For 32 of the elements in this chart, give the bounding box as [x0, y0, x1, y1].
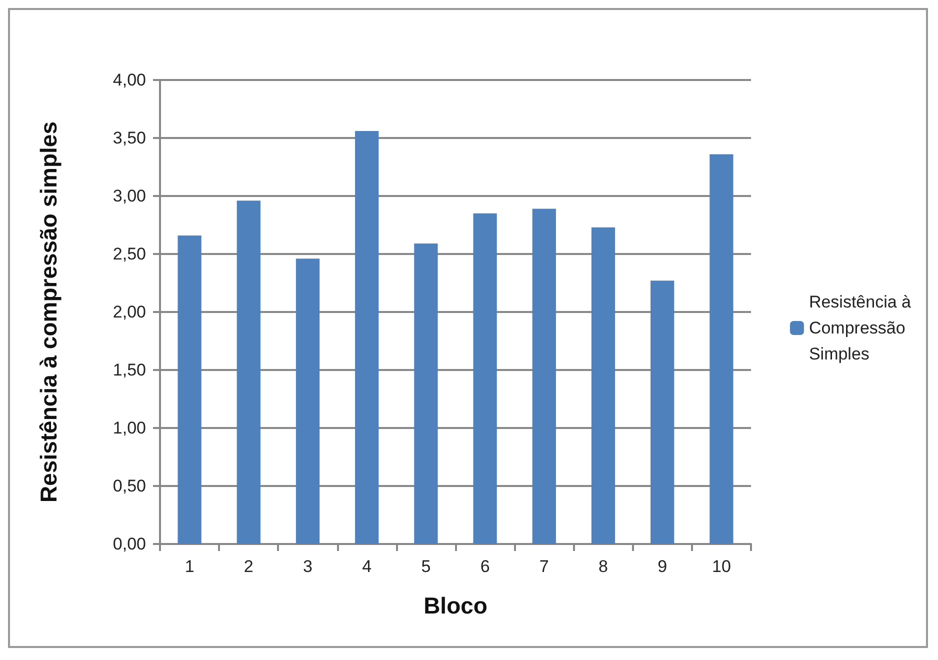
bar	[650, 280, 674, 544]
x-tick-label: 6	[480, 557, 490, 576]
y-tick-label: 0,50	[112, 476, 146, 496]
bar	[710, 154, 734, 544]
x-tick-label: 5	[421, 557, 431, 576]
legend-label: Resistência à Compressão Simples	[808, 292, 912, 364]
bar	[296, 258, 320, 544]
y-tick-label: 2,50	[112, 244, 146, 264]
x-tick-label: 7	[539, 557, 549, 576]
bar	[591, 227, 616, 544]
y-tick-label: 0,00	[112, 534, 146, 554]
bar	[355, 131, 379, 544]
y-tick-label: 3,50	[112, 128, 146, 148]
x-tick-label: 4	[362, 557, 372, 576]
y-tick-label: 1,00	[112, 418, 146, 438]
x-tick-label: 1	[184, 557, 194, 576]
y-tick-label: 2,00	[112, 302, 146, 322]
bar	[532, 208, 556, 544]
x-tick-label: 2	[244, 557, 254, 576]
bar	[414, 244, 438, 544]
bar	[178, 235, 202, 544]
bar	[236, 200, 260, 544]
bar	[473, 213, 497, 544]
x-tick-label: 3	[303, 557, 312, 576]
x-tick-label: 10	[712, 557, 731, 576]
y-axis-title: Resistência à compressão simples	[36, 122, 62, 502]
y-tick-label: 3,00	[112, 186, 146, 206]
x-axis-title: Bloco	[424, 592, 488, 618]
y-tick-label: 1,50	[112, 360, 146, 380]
y-tick-label: 4,00	[112, 70, 146, 90]
x-tick-label: 8	[598, 557, 608, 576]
x-tick-label: 9	[658, 557, 668, 576]
